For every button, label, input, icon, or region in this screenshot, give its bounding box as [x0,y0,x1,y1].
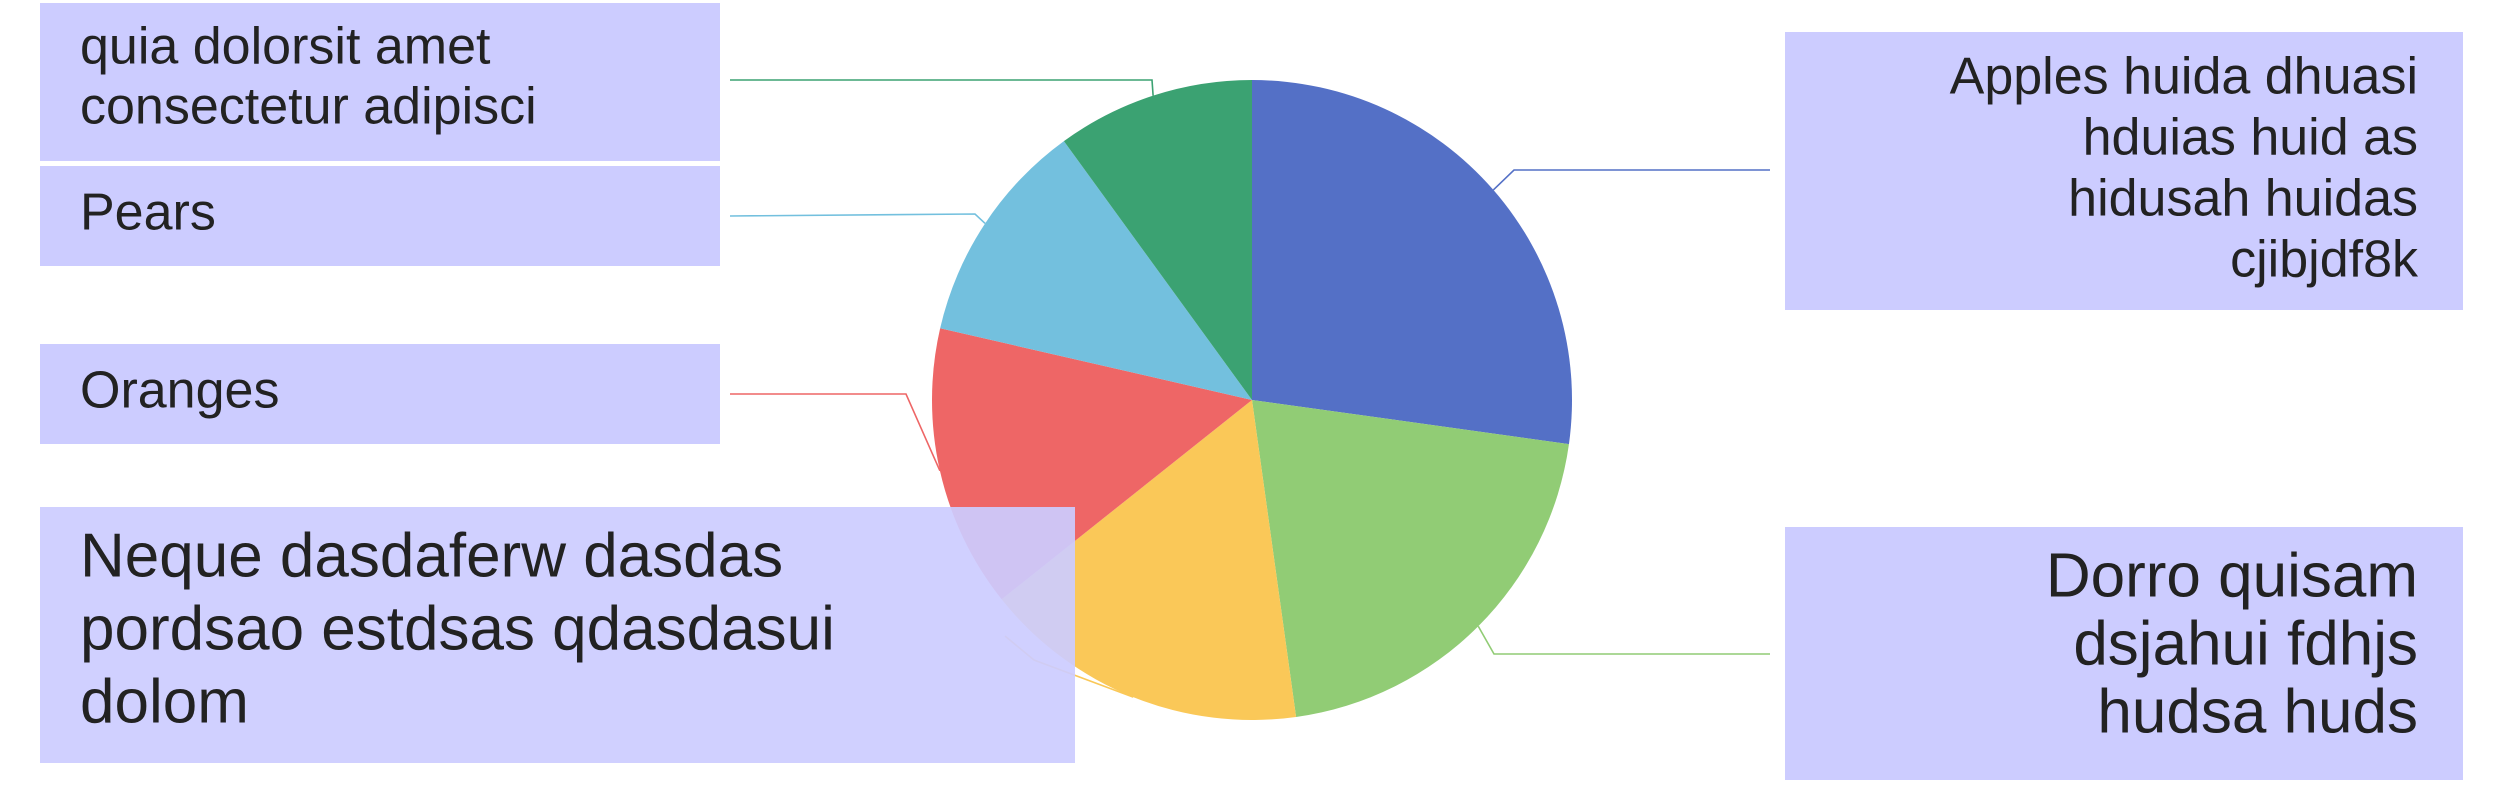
slice-label-line: cjibjdf8k [2230,231,2419,289]
leader-line [730,394,940,471]
leader-line [1493,170,1770,190]
slice-label-line: consectetur adipisci [80,78,537,136]
slice-label-line: pordsao estdsas qdasdasui [80,594,835,663]
leader-line [730,80,1153,96]
slice-label-line: Pears [80,184,216,242]
slice-label-line: Dorro quisam [2046,541,2418,610]
slice-label-line: hidusah huidas [2068,170,2418,228]
pie-slice [1252,80,1572,444]
slice-label-line: dolom [80,667,249,736]
slice-label-line: Oranges [80,362,279,420]
slice-label-line: dsjahui fdhjs [2073,609,2418,678]
slice-label-line: quia dolorsit amet [80,18,491,76]
slice-label-line: Neque dasdaferw dasdas [80,521,783,590]
leader-line [730,214,985,223]
slice-label-line: hduias huid as [2083,109,2418,167]
leader-line [1478,626,1770,654]
slice-label-line: Apples huida dhuasi [1950,48,2418,106]
pie-slice [1252,400,1569,717]
slice-label-line: hudsa huds [2097,677,2418,746]
